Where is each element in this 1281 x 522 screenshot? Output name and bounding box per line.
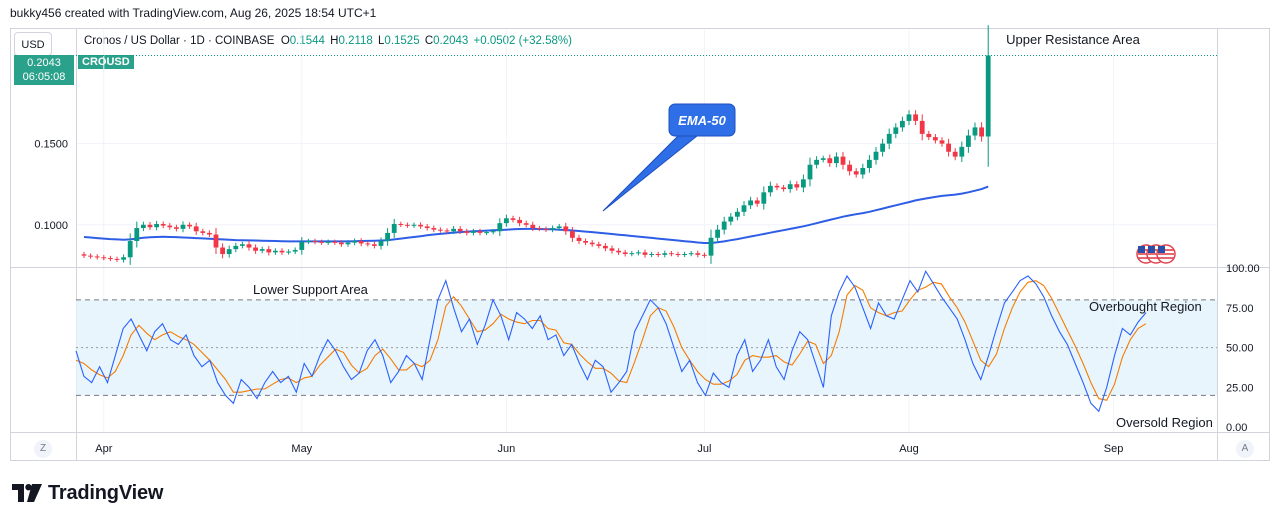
legend-symbol[interactable]: Cronos / US Dollar · 1D · COINBASE	[84, 35, 275, 47]
legend-high: 0.2118	[338, 35, 373, 47]
legend-change: +0.0502 (+32.58%)	[473, 35, 572, 47]
tradingview-logo-icon	[12, 484, 42, 502]
legend-close-label: C	[424, 35, 434, 47]
ohlc-legend: Cronos / US Dollar · 1D · COINBASE O0.15…	[84, 35, 574, 47]
a-button[interactable]: A	[1236, 440, 1254, 458]
current-price-value: 0.2043	[27, 57, 61, 69]
legend-open-label: O	[280, 35, 290, 47]
legend-close: 0.2043	[433, 35, 469, 47]
tradingview-logo-text: TradingView	[48, 481, 164, 504]
legend-open: 0.1544	[289, 35, 325, 47]
legend-low-label: L	[378, 35, 385, 47]
tradingview-logo[interactable]: TradingView	[12, 480, 163, 506]
bar-countdown: 06:05:08	[22, 71, 66, 83]
legend-high-label: H	[330, 35, 339, 47]
creator-line: bukky456 created with TradingView.com, A…	[10, 6, 377, 20]
legend-low: 0.1525	[384, 35, 420, 47]
current-price-tag: 0.2043 06:05:08	[14, 55, 74, 85]
currency-button[interactable]: USD	[14, 32, 52, 56]
symbol-label-tag: CROUSD	[78, 55, 134, 69]
z-button[interactable]: Z	[34, 440, 52, 458]
chart-frame	[10, 28, 1270, 461]
